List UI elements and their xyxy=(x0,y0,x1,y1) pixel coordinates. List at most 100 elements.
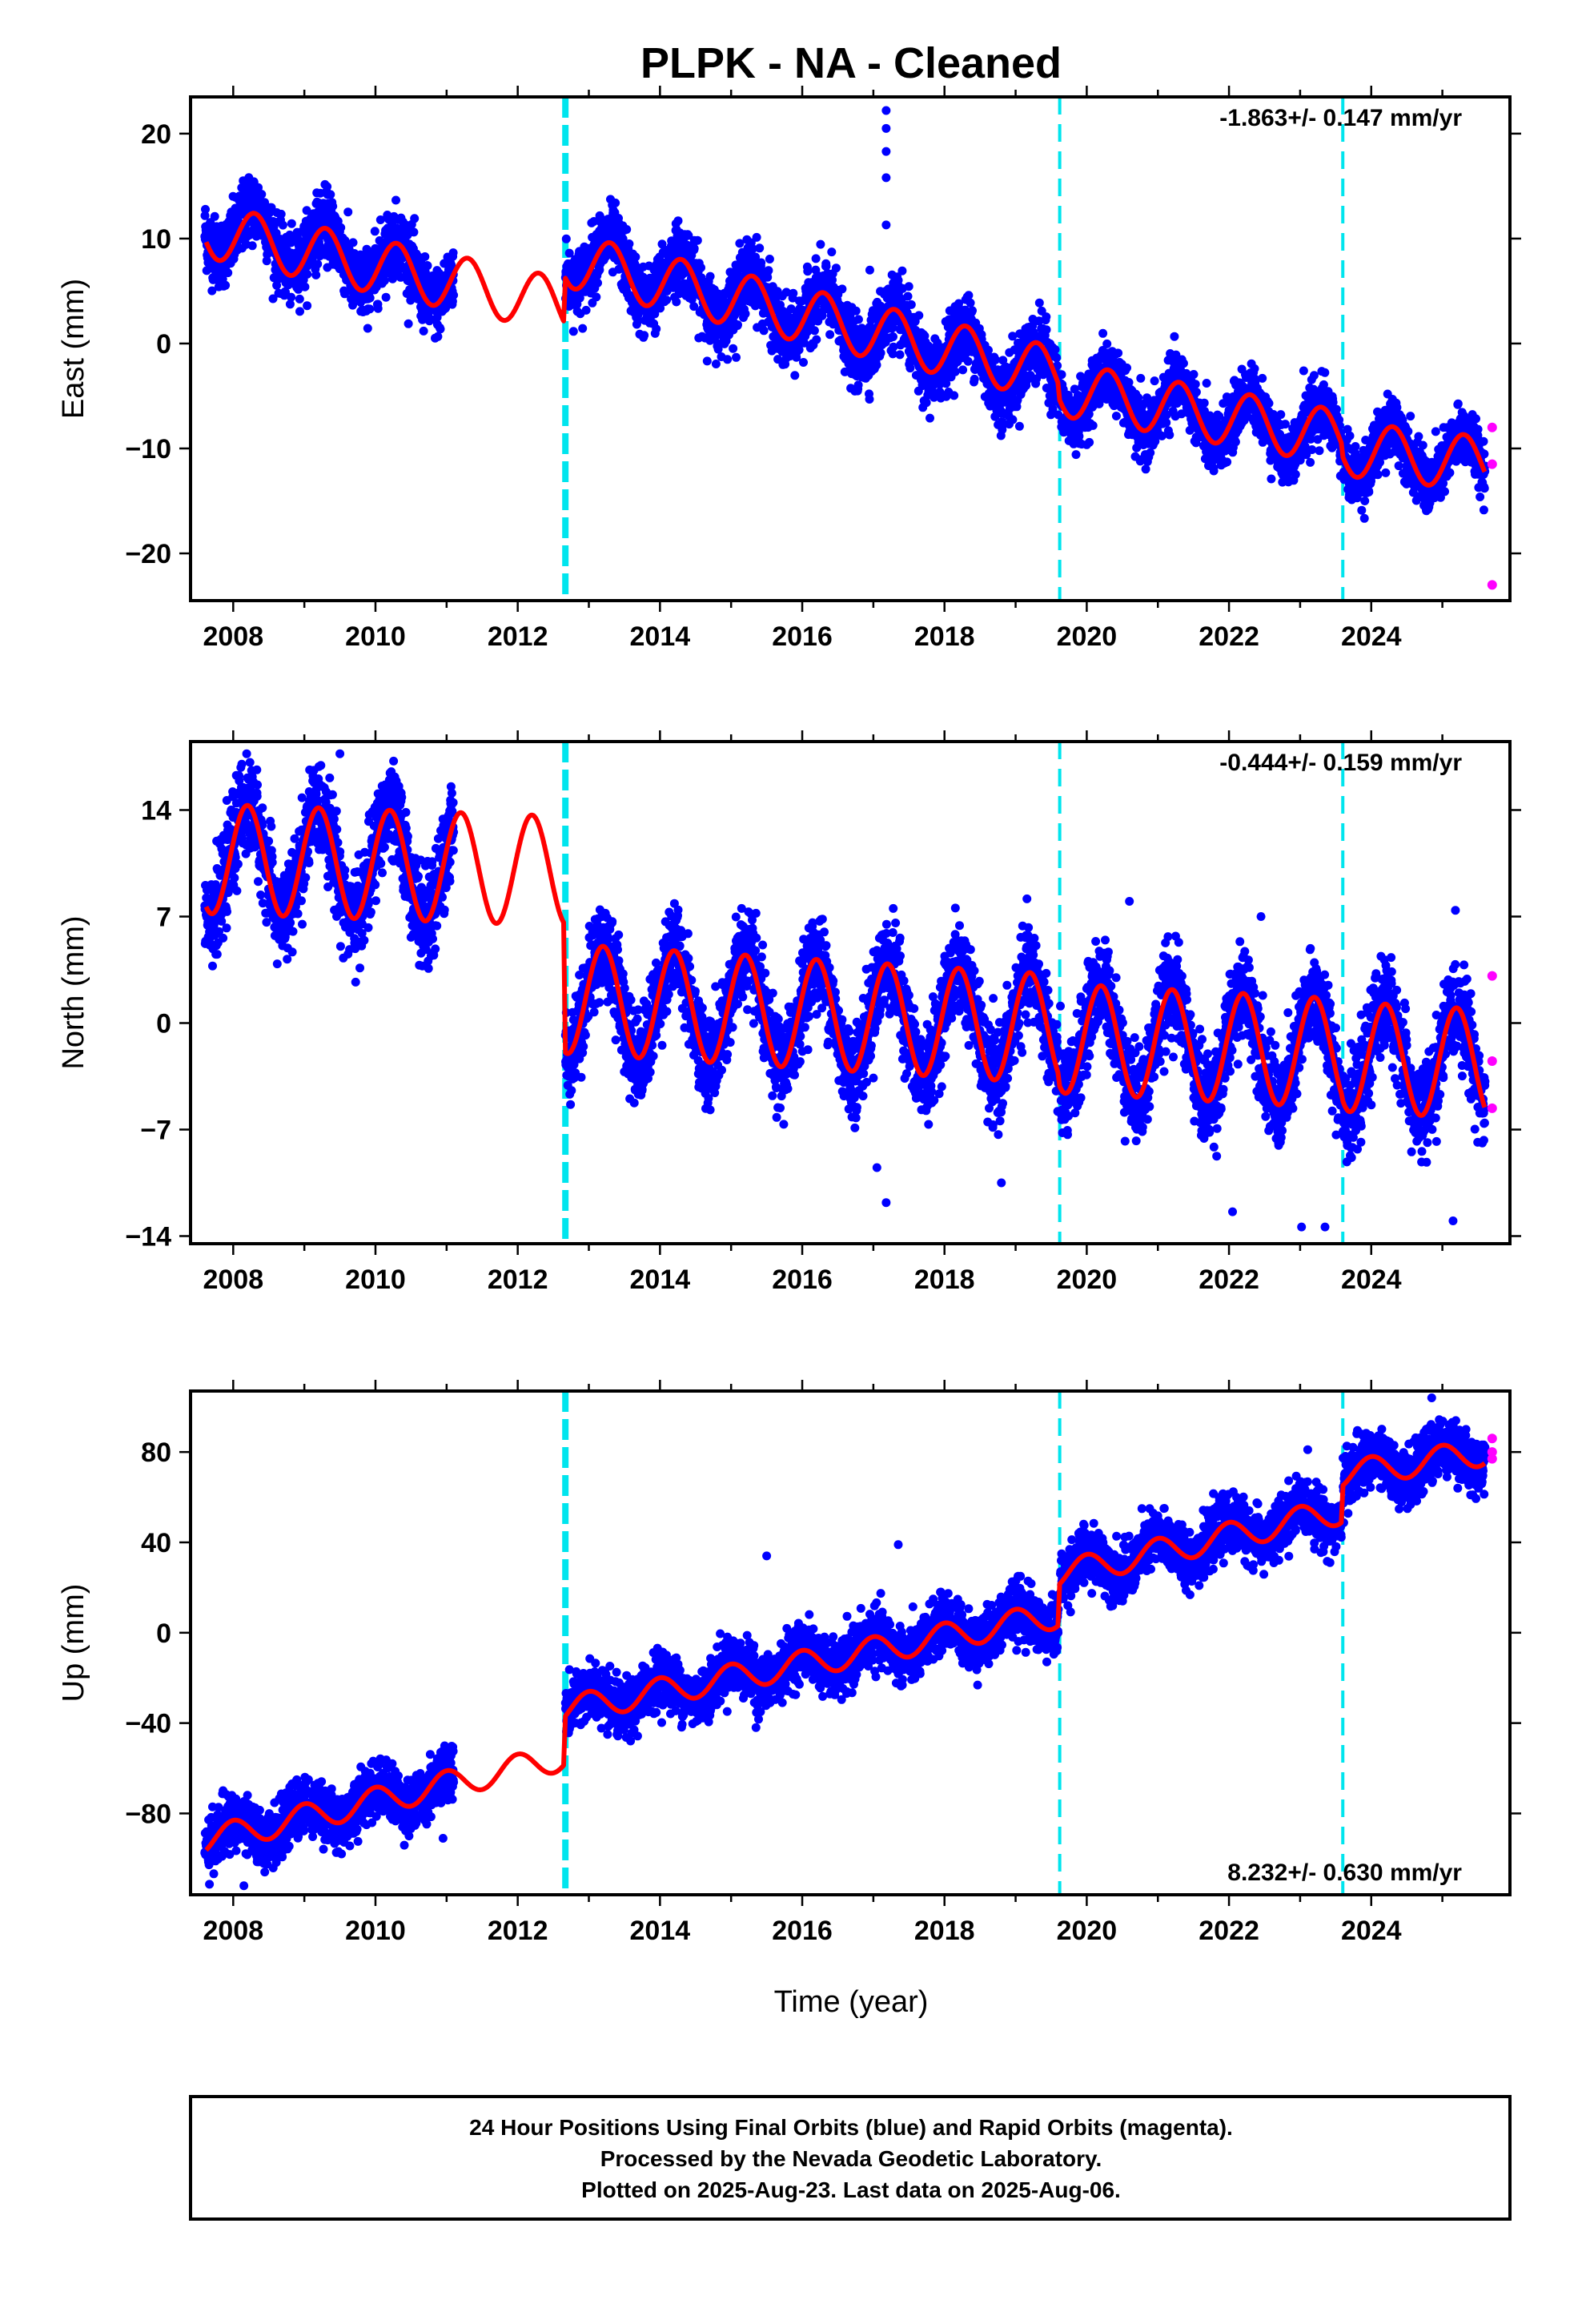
outlier-point xyxy=(881,220,891,230)
x-tick-label: 2012 xyxy=(488,1265,548,1295)
outlier-point xyxy=(1256,912,1266,921)
x-tick-label: 2024 xyxy=(1341,1916,1402,1946)
x-tick-label: 2012 xyxy=(488,1916,548,1946)
x-tick-label: 2010 xyxy=(345,1916,406,1946)
x-tick-label: 2010 xyxy=(345,1265,406,1295)
y-tick-label: −80 xyxy=(125,1799,171,1829)
panel-up: 2008 2010 2012 2014 2016 2018 2020 2022 2024 −80 −… xyxy=(57,1380,1521,1946)
plot-area-north xyxy=(191,742,1510,1244)
x-tick-label: 2014 xyxy=(630,621,691,652)
y-axis-label: East (mm) xyxy=(57,279,90,419)
outlier-point xyxy=(893,1540,903,1550)
panel-north: 2008 2010 2012 2014 2016 2018 2020 2022 2024 −14 −… xyxy=(57,730,1521,1295)
y-tick-label: −20 xyxy=(125,539,171,569)
x-tick-label: 2020 xyxy=(1057,621,1118,652)
y-axis-label: North (mm) xyxy=(57,915,90,1069)
plot-frame-east xyxy=(189,95,1512,602)
plot-layer-east xyxy=(200,106,1490,523)
footer-line-3: Plotted on 2025-Aug-23. Last data on 202… xyxy=(581,2177,1121,2202)
x-tick-label: 2016 xyxy=(772,1916,833,1946)
chart-title: PLPK - NA - Cleaned xyxy=(640,39,1062,87)
outlier-point xyxy=(438,1833,448,1843)
x-tick-label: 2010 xyxy=(345,621,406,652)
x-tick-label: 2022 xyxy=(1199,1265,1259,1295)
y-tick-label: 40 xyxy=(141,1528,171,1558)
y-tick-label: 7 xyxy=(156,903,171,933)
plot-layer-up xyxy=(200,1393,1490,1891)
y-tick-label: 80 xyxy=(141,1437,171,1468)
outlier-point xyxy=(881,123,891,133)
y-tick-label: 0 xyxy=(156,329,171,360)
x-tick-label: 2018 xyxy=(914,621,975,652)
x-tick-label: 2014 xyxy=(630,1916,691,1946)
x-tick-label: 2008 xyxy=(203,1916,263,1946)
plot-frame-north xyxy=(189,740,1512,1245)
outlier-point xyxy=(1125,897,1134,906)
plot-layer-north xyxy=(200,749,1490,1232)
x-axis-label: Time (year) xyxy=(774,1985,929,2019)
y-tick-label: −14 xyxy=(125,1222,171,1252)
y-tick-label: 10 xyxy=(141,224,171,255)
x-tick-label: 2012 xyxy=(488,621,548,652)
x-tick-label: 2024 xyxy=(1341,1265,1402,1295)
x-tick-label: 2016 xyxy=(772,1265,833,1295)
rapid-orbit-point xyxy=(1487,1454,1497,1464)
outlier-point xyxy=(1320,1222,1330,1232)
x-tick-label: 2016 xyxy=(772,621,833,652)
rapid-orbit-point xyxy=(1487,580,1497,590)
outlier-point xyxy=(1448,1216,1458,1225)
footer-box xyxy=(189,2095,1512,2221)
footer-line-1: 24 Hour Positions Using Final Orbits (bl… xyxy=(469,2115,1233,2140)
x-tick-label: 2024 xyxy=(1341,621,1402,652)
x-tick-label: 2008 xyxy=(203,1265,263,1295)
outlier-point xyxy=(881,173,891,183)
model-curve-north xyxy=(203,802,1488,1118)
x-tick-label: 2018 xyxy=(914,1916,975,1946)
y-tick-label: −10 xyxy=(125,434,171,464)
outlier-point xyxy=(881,106,891,115)
panel-east: 2008 2010 2012 2014 2016 2018 2020 2022 2024−20−… xyxy=(57,86,1521,652)
outlier-point xyxy=(1299,366,1308,376)
outlier-point xyxy=(872,1163,881,1172)
outlier-point xyxy=(751,1723,761,1732)
x-tick-label: 2022 xyxy=(1199,621,1259,652)
y-tick-label: 0 xyxy=(156,1009,171,1039)
y-tick-label: 20 xyxy=(141,119,171,150)
outlier-point xyxy=(881,1198,891,1208)
x-tick-label: 2020 xyxy=(1057,1916,1118,1946)
model-curve-up xyxy=(204,1442,1487,1852)
y-tick-label: −40 xyxy=(125,1709,171,1739)
outlier-point xyxy=(239,1881,249,1891)
velocity-label: -1.863+/- 0.147 mm/yr xyxy=(1219,105,1462,131)
velocity-label: -0.444+/- 0.159 mm/yr xyxy=(1219,750,1462,776)
y-tick-label: −7 xyxy=(140,1116,171,1146)
rapid-orbit-point xyxy=(1487,1433,1497,1444)
footer-line-2: Processed by the Nevada Geodetic Laborat… xyxy=(600,2146,1102,2171)
outlier-point xyxy=(997,1178,1006,1188)
outlier-point xyxy=(1228,1207,1238,1216)
rapid-orbit-point xyxy=(1487,1056,1497,1066)
x-tick-label: 2018 xyxy=(914,1265,975,1295)
velocity-label: 8.232+/- 0.630 mm/yr xyxy=(1227,1860,1462,1886)
model-curve-east xyxy=(203,211,1488,488)
outlier-point xyxy=(881,147,891,156)
rapid-orbit-point xyxy=(1487,1447,1497,1458)
rapid-orbit-point xyxy=(1487,1103,1497,1113)
outlier-point xyxy=(1427,1393,1436,1402)
outlier-point xyxy=(1297,1222,1307,1232)
outlier-point xyxy=(335,749,345,758)
y-tick-label: 14 xyxy=(141,796,171,826)
outlier-point xyxy=(865,265,874,275)
outlier-point xyxy=(762,1551,772,1561)
rapid-orbit-point xyxy=(1487,971,1497,981)
y-tick-label: 0 xyxy=(156,1618,171,1649)
x-tick-label: 2022 xyxy=(1199,1916,1259,1946)
x-tick-label: 2008 xyxy=(203,621,263,652)
x-tick-label: 2020 xyxy=(1057,1265,1118,1295)
x-tick-label: 2014 xyxy=(630,1265,691,1295)
plot-frame-up xyxy=(189,1389,1512,1896)
y-axis-label: Up (mm) xyxy=(57,1584,90,1703)
rapid-orbit-point xyxy=(1487,422,1497,432)
rapid-orbit-point xyxy=(1487,459,1497,469)
